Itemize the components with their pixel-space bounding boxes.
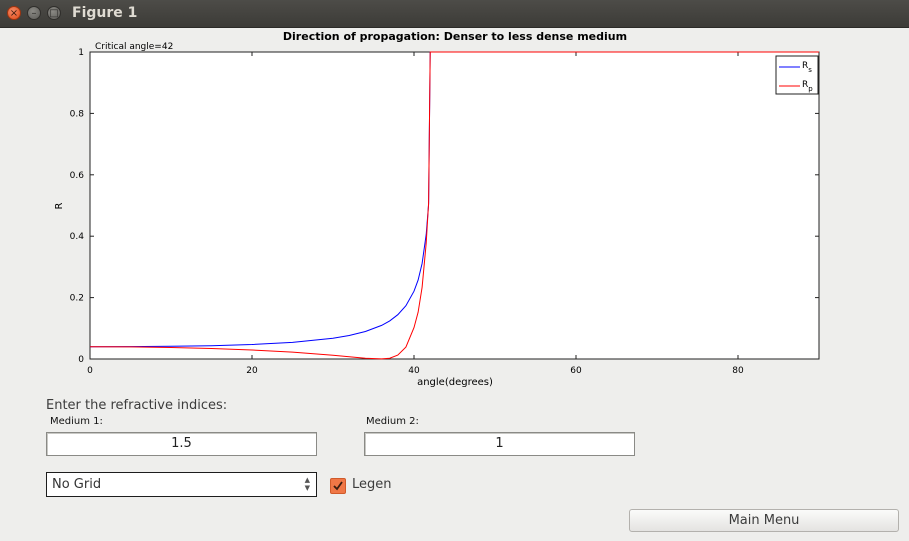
chart-legend: Rs Rp <box>775 55 819 95</box>
y-tick-label: 0.4 <box>70 232 85 242</box>
legend-box <box>775 55 819 95</box>
x-tick-label: 40 <box>408 366 420 376</box>
x-tick-label: 20 <box>246 366 258 376</box>
checkmark-icon <box>333 481 343 491</box>
reflectance-chart: Direction of propagation: Denser to less… <box>54 30 820 388</box>
window-titlebar: × – □ Figure 1 <box>0 0 909 28</box>
legend-checkbox-label: Legen <box>352 477 392 492</box>
window-title: Figure 1 <box>72 5 138 21</box>
medium1-input[interactable]: 1.5 <box>46 432 317 456</box>
y-axis-label: R <box>54 202 65 209</box>
legend-checkbox[interactable] <box>330 478 346 494</box>
medium2-label: Medium 2: <box>366 416 419 427</box>
select-arrows-icon: ▲ ▼ <box>304 476 310 492</box>
chart-title: Direction of propagation: Denser to less… <box>283 30 627 43</box>
x-tick-label: 0 <box>87 366 93 376</box>
series-line-rp <box>89 51 819 360</box>
grid-select[interactable]: No Grid ▲ ▼ <box>46 472 317 497</box>
figure-area: Direction of propagation: Denser to less… <box>0 28 909 541</box>
critical-angle-annotation: Critical angle=42 <box>95 42 173 52</box>
legend-label: Rp <box>802 80 813 93</box>
grid-select-value: No Grid <box>52 477 102 492</box>
maximize-icon[interactable]: □ <box>47 6 61 20</box>
y-tick-label: 0.6 <box>70 171 85 181</box>
y-tick-label: 0 <box>78 355 84 365</box>
minimize-icon[interactable]: – <box>27 6 41 20</box>
close-icon[interactable]: × <box>7 6 21 20</box>
plot-area <box>89 51 820 360</box>
y-tick-label: 1 <box>78 48 84 58</box>
refractive-indices-prompt: Enter the refractive indices: <box>46 398 228 413</box>
legend-label: Rs <box>802 61 812 74</box>
y-tick-label: 0.8 <box>70 109 85 119</box>
x-tick-label: 80 <box>732 366 744 376</box>
y-tick-label: 0.2 <box>70 294 84 304</box>
main-menu-button[interactable]: Main Menu <box>629 509 899 532</box>
x-axis-label: angle(degrees) <box>417 377 493 388</box>
medium2-input[interactable]: 1 <box>364 432 635 456</box>
x-tick-label: 60 <box>570 366 582 376</box>
medium1-label: Medium 1: <box>50 416 103 427</box>
